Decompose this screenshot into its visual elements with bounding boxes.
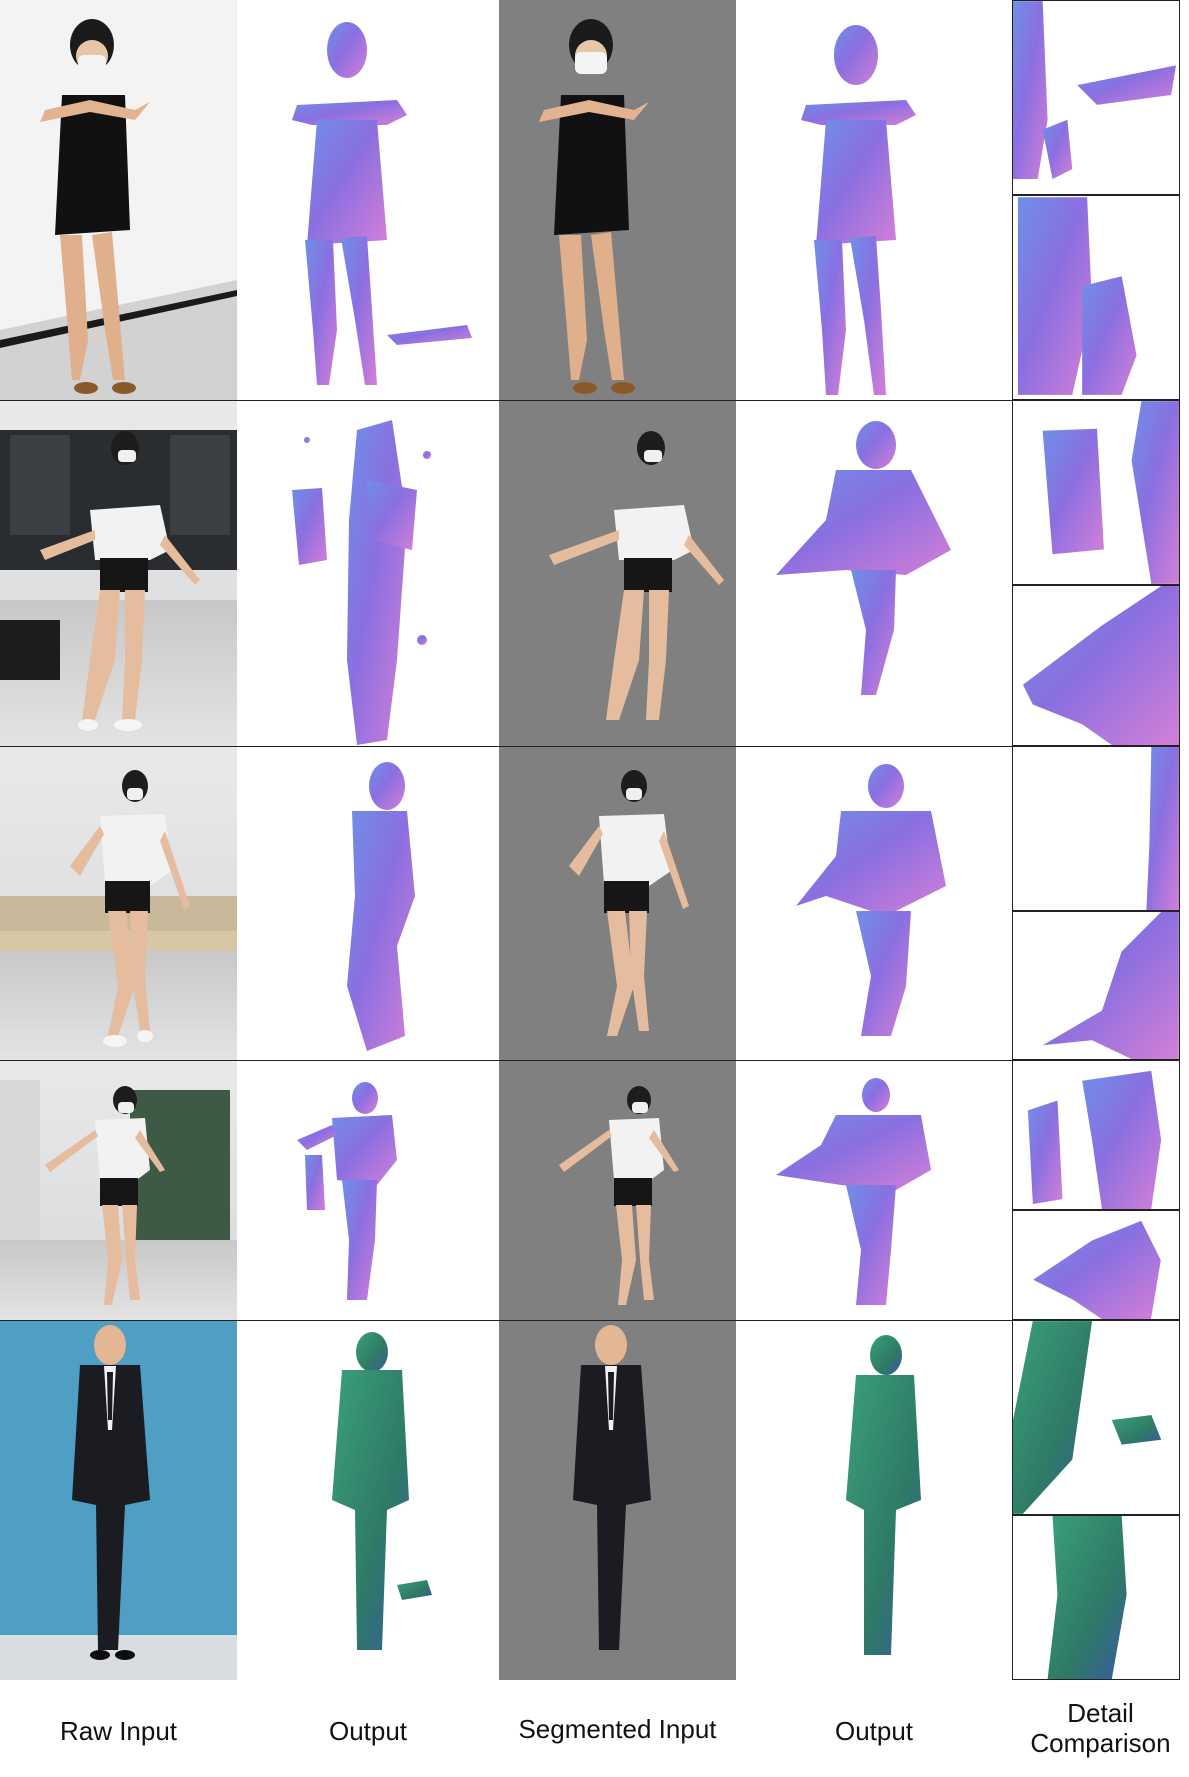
row4-raw-input-photo bbox=[0, 1060, 237, 1320]
row5-segmented-input bbox=[499, 1320, 736, 1680]
row2-output-normal-map-2 bbox=[736, 400, 1012, 746]
row4-detail-bottom bbox=[1012, 1210, 1180, 1320]
row-separator bbox=[0, 400, 1012, 401]
row5-output-normal-map bbox=[237, 1320, 499, 1680]
row1-segmented-input bbox=[499, 0, 736, 400]
caption-output: Output bbox=[328, 1716, 408, 1746]
row2-raw-input-photo bbox=[0, 400, 237, 746]
caption-output-2: Output bbox=[834, 1716, 914, 1746]
row1-output-normal-map bbox=[237, 0, 499, 400]
row4-output-normal-map-2 bbox=[736, 1060, 1012, 1320]
row3-raw-input-photo bbox=[0, 746, 237, 1060]
row2-detail-top bbox=[1012, 400, 1180, 585]
row2-output-normal-map bbox=[237, 400, 499, 746]
caption-detail-line2: Comparison bbox=[1030, 1728, 1171, 1758]
caption-detail-comparison: Detail Comparison bbox=[1012, 1698, 1189, 1758]
row4-segmented-input bbox=[499, 1060, 736, 1320]
row-separator bbox=[0, 1320, 1012, 1321]
row3-output-normal-map bbox=[237, 746, 499, 1060]
row1-detail-top bbox=[1012, 0, 1180, 195]
row5-output-normal-map-2 bbox=[736, 1320, 1012, 1680]
row5-raw-input-photo bbox=[0, 1320, 237, 1680]
row3-segmented-input bbox=[499, 746, 736, 1060]
row1-detail-bottom bbox=[1012, 195, 1180, 400]
row3-detail-bottom bbox=[1012, 911, 1180, 1060]
caption-segmented-input: Segmented Input bbox=[518, 1714, 717, 1744]
row-separator bbox=[0, 746, 1012, 747]
row4-detail-top bbox=[1012, 1060, 1180, 1210]
row3-output-normal-map-2 bbox=[736, 746, 1012, 1060]
row1-output-normal-map-2 bbox=[736, 0, 1012, 400]
caption-detail-line1: Detail bbox=[1067, 1698, 1134, 1728]
row2-detail-bottom bbox=[1012, 585, 1180, 746]
row1-raw-input-photo bbox=[0, 0, 237, 400]
row2-segmented-input bbox=[499, 400, 736, 746]
caption-raw-input: Raw Input bbox=[59, 1716, 178, 1746]
row5-detail-top bbox=[1012, 1320, 1180, 1515]
row-separator bbox=[0, 1060, 1012, 1061]
row5-detail-bottom bbox=[1012, 1515, 1180, 1680]
row4-output-normal-map bbox=[237, 1060, 499, 1320]
row3-detail-top bbox=[1012, 746, 1180, 911]
